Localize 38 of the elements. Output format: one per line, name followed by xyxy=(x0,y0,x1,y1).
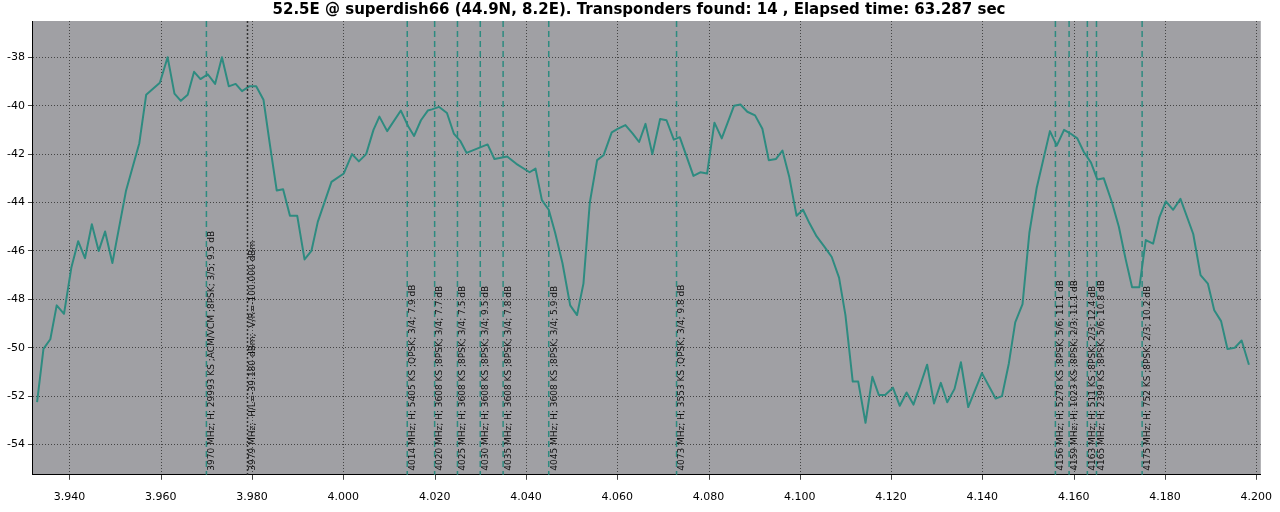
x-tick-label: 4.040 xyxy=(510,490,542,504)
x-tick-label: 4.120 xyxy=(875,490,907,504)
chart-title: 52.5E @ superdish66 (44.9N, 8.2E). Transponders found: 14 , Elapsed time: 63.287 sec xyxy=(272,0,1006,18)
ref-line-label: 4073 MHz; H; 3553 KS ;QPSK; 3/4; 9.8 dB xyxy=(676,284,687,471)
y-tick-label: -46 xyxy=(7,243,25,257)
x-tick-label: 4.020 xyxy=(418,490,451,504)
y-tick-label: -40 xyxy=(7,98,25,112)
x-tick-label: 4.000 xyxy=(327,490,360,504)
ref-line-label: 4030 MHz; H; 3608 KS ;8PSK; 3/4; 9.5 dB xyxy=(480,285,491,471)
x-tick-label: 4.160 xyxy=(1057,490,1090,504)
ref-line-label: 3970 MHz; H; 29993 KS ;ACM/VCM ;8PSK; 3/5; 9.5 dB xyxy=(206,230,217,471)
ref-line-label: 4035 MHz; H; 3608 KS ;8PSK; 3/4; 7.8 dB xyxy=(502,285,513,471)
ref-line-label: 3979 MHz; H/L=-39.180 dBm; V/R=-100.000 dBm xyxy=(247,240,258,471)
x-tick-label: 4.180 xyxy=(1149,490,1181,504)
y-tick-label: -54 xyxy=(7,437,25,451)
x-tick-label: 4.200 xyxy=(1240,490,1272,504)
ref-line-label: 4025 MHz; H; 3608 KS ;8PSK; 3/4; 7.5 dB xyxy=(457,285,468,471)
y-tick-label: -38 xyxy=(7,50,25,64)
ref-line-label: 4156 MHz; H; 5278 KS ;8PSK; 5/6; 11.1 dB xyxy=(1055,280,1066,471)
x-tick-label: 3.940 xyxy=(53,490,86,504)
x-tick-label: 4.100 xyxy=(784,490,816,504)
y-tick-label: -52 xyxy=(7,389,25,402)
ref-line-label: 4020 MHz; H; 3608 KS ;8PSK; 3/4; 7.7 dB xyxy=(434,285,445,471)
ref-line-label: 4165 MHz; H; 2399 KS ;8PSK; 5/6; 10.8 dB xyxy=(1096,280,1107,471)
y-tick-label: -50 xyxy=(7,340,25,354)
ref-line-label: 4159 MHz; H; 1023 KS ;8PSK; 2/3; 11.1 dB xyxy=(1068,280,1079,471)
ref-line-label: 4014 MHz; H; 5405 KS ;QPSK; 3/4; 7.9 dB xyxy=(407,284,418,471)
y-tick-label: -44 xyxy=(7,195,25,209)
y-tick-label: -42 xyxy=(7,146,25,160)
x-tick-label: 3.980 xyxy=(236,490,268,504)
y-tick-label: -48 xyxy=(7,292,25,306)
ref-line-label: 4163 MHz; H; 511 KS ;8PSK; 2/3; 12.4 dB xyxy=(1087,285,1098,471)
x-tick-label: 4.080 xyxy=(692,490,725,504)
ref-line-label: 4175 MHz; H; 752 KS ;8PSK; 2/3; 10.2 dB xyxy=(1141,285,1152,471)
x-tick-label: 4.140 xyxy=(966,490,999,504)
ref-line-label: 4045 MHz; H; 3608 KS ;8PSK; 3/4; 5.9 dB xyxy=(548,285,559,471)
x-tick-label: 3.960 xyxy=(145,490,177,504)
x-tick-label: 4.060 xyxy=(601,490,633,504)
